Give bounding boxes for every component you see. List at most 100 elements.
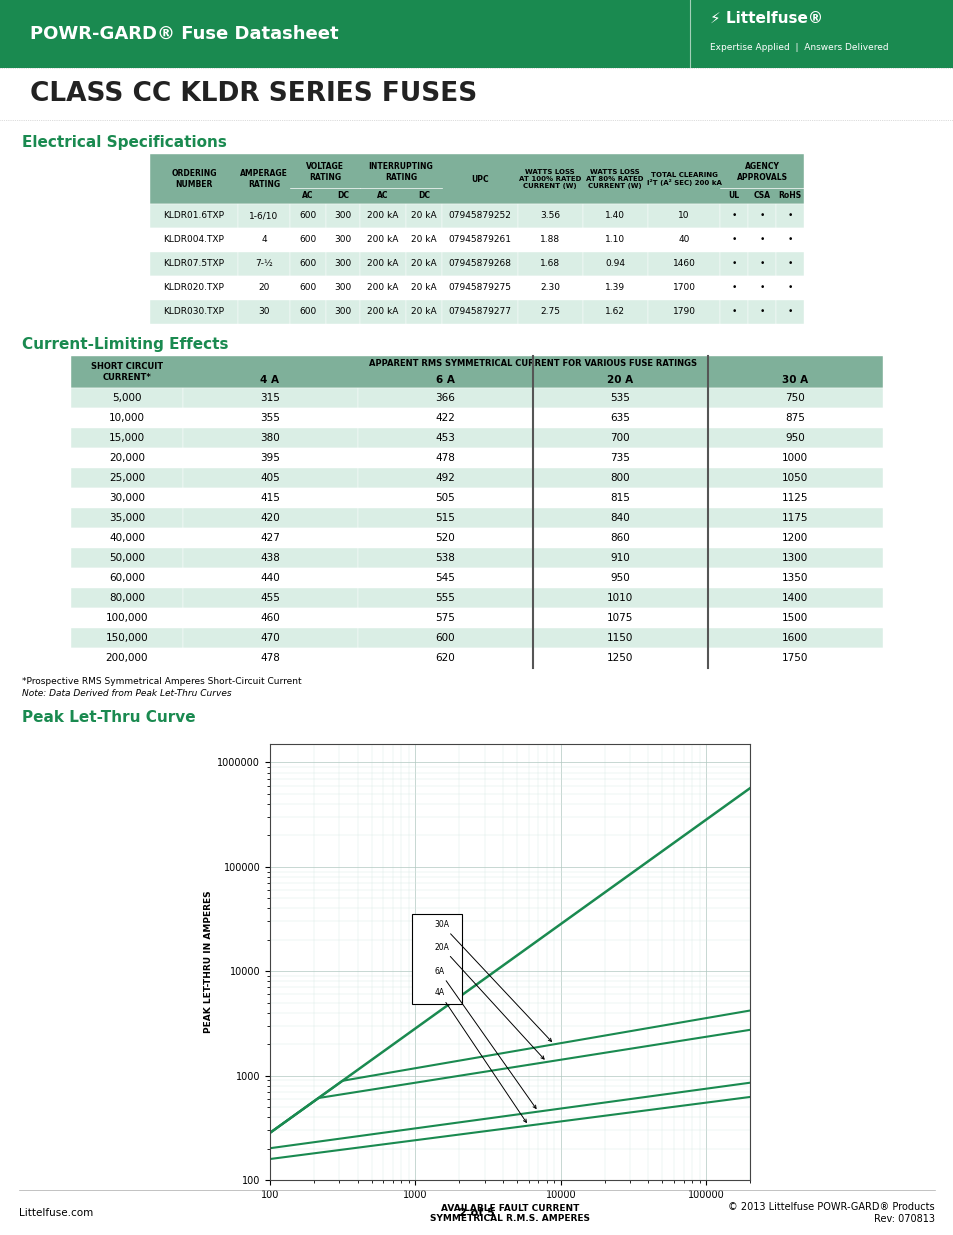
- Text: 1.68: 1.68: [539, 259, 559, 268]
- Text: 35,000: 35,000: [109, 513, 145, 522]
- Bar: [707, 648, 882, 668]
- Text: 520: 520: [435, 534, 455, 543]
- Text: 950: 950: [784, 433, 804, 443]
- Bar: [183, 608, 357, 629]
- Text: 150,000: 150,000: [106, 634, 148, 643]
- Bar: [237, 252, 290, 275]
- Text: ORDERING
NUMBER: ORDERING NUMBER: [172, 169, 216, 189]
- Bar: [775, 275, 803, 300]
- Bar: [357, 388, 533, 408]
- Bar: [582, 204, 647, 228]
- Bar: [290, 275, 326, 300]
- Bar: [747, 204, 775, 228]
- Text: 07945879252: 07945879252: [448, 211, 511, 221]
- Text: 200 kA: 200 kA: [367, 211, 398, 221]
- Bar: [720, 300, 747, 324]
- Bar: [533, 568, 707, 588]
- Bar: [183, 648, 357, 668]
- Y-axis label: PEAK LET-THRU IN AMPERES: PEAK LET-THRU IN AMPERES: [204, 890, 213, 1034]
- Text: 505: 505: [435, 493, 455, 503]
- Text: TOTAL CLEARING
I²T (A² SEC) 200 kA: TOTAL CLEARING I²T (A² SEC) 200 kA: [646, 172, 720, 186]
- Text: 478: 478: [435, 453, 455, 463]
- Bar: [406, 275, 441, 300]
- Text: •: •: [759, 211, 764, 221]
- Text: 6A: 6A: [434, 967, 536, 1109]
- Text: 515: 515: [435, 513, 455, 522]
- Bar: [720, 228, 747, 252]
- Bar: [357, 448, 533, 468]
- Text: CSA: CSA: [753, 191, 770, 200]
- Bar: [237, 275, 290, 300]
- Bar: [359, 275, 406, 300]
- Text: 950: 950: [610, 573, 629, 583]
- Text: 200,000: 200,000: [106, 653, 148, 663]
- Bar: [183, 508, 357, 529]
- Bar: [517, 228, 582, 252]
- Bar: [441, 275, 517, 300]
- Text: KLDR01.6TXP: KLDR01.6TXP: [163, 211, 224, 221]
- Bar: [707, 629, 882, 648]
- Bar: [441, 252, 517, 275]
- Text: 1.88: 1.88: [539, 236, 559, 245]
- Bar: [150, 300, 237, 324]
- Bar: [357, 629, 533, 648]
- Text: 30 A: 30 A: [781, 375, 807, 385]
- Bar: [707, 408, 882, 429]
- Text: 20: 20: [258, 284, 270, 293]
- Bar: [71, 468, 183, 488]
- Bar: [71, 629, 183, 648]
- Text: Electrical Specifications: Electrical Specifications: [22, 135, 227, 149]
- Bar: [150, 275, 237, 300]
- Bar: [290, 252, 326, 275]
- Bar: [359, 204, 406, 228]
- Bar: [183, 568, 357, 588]
- Text: 600: 600: [299, 236, 316, 245]
- Text: 415: 415: [260, 493, 279, 503]
- Text: Note: Data Derived from Peak Let-Thru Curves: Note: Data Derived from Peak Let-Thru Cu…: [22, 689, 232, 699]
- Bar: [357, 648, 533, 668]
- Bar: [533, 448, 707, 468]
- Text: 1050: 1050: [781, 473, 807, 483]
- Bar: [582, 275, 647, 300]
- Bar: [357, 588, 533, 608]
- Text: 30A: 30A: [434, 920, 551, 1041]
- Bar: [150, 204, 237, 228]
- Bar: [707, 448, 882, 468]
- Text: •: •: [731, 211, 736, 221]
- Text: 100,000: 100,000: [106, 613, 148, 622]
- Bar: [183, 488, 357, 508]
- Text: DC: DC: [417, 191, 430, 200]
- Bar: [183, 429, 357, 448]
- Text: 4 A: 4 A: [260, 375, 279, 385]
- Bar: [290, 228, 326, 252]
- Bar: [183, 588, 357, 608]
- Text: 300: 300: [334, 284, 352, 293]
- Text: 20 kA: 20 kA: [411, 259, 436, 268]
- Bar: [71, 356, 882, 388]
- Text: 200 kA: 200 kA: [367, 236, 398, 245]
- Text: •: •: [786, 236, 792, 245]
- Bar: [533, 508, 707, 529]
- Text: 395: 395: [260, 453, 279, 463]
- Text: •: •: [759, 284, 764, 293]
- Bar: [720, 204, 747, 228]
- Text: 800: 800: [610, 473, 629, 483]
- Bar: [533, 588, 707, 608]
- Text: 600: 600: [299, 211, 316, 221]
- Text: 492: 492: [435, 473, 455, 483]
- Text: 07945879261: 07945879261: [448, 236, 511, 245]
- Bar: [71, 388, 183, 408]
- Text: 2.30: 2.30: [539, 284, 559, 293]
- Bar: [183, 408, 357, 429]
- Bar: [582, 252, 647, 275]
- Bar: [357, 529, 533, 548]
- Text: 20 A: 20 A: [606, 375, 633, 385]
- Bar: [441, 204, 517, 228]
- Text: 200 kA: 200 kA: [367, 259, 398, 268]
- Text: 07945879268: 07945879268: [448, 259, 511, 268]
- Text: 600: 600: [299, 259, 316, 268]
- Text: 0.94: 0.94: [604, 259, 624, 268]
- Bar: [647, 228, 720, 252]
- Text: 5,000: 5,000: [112, 393, 142, 403]
- Bar: [0, 68, 953, 120]
